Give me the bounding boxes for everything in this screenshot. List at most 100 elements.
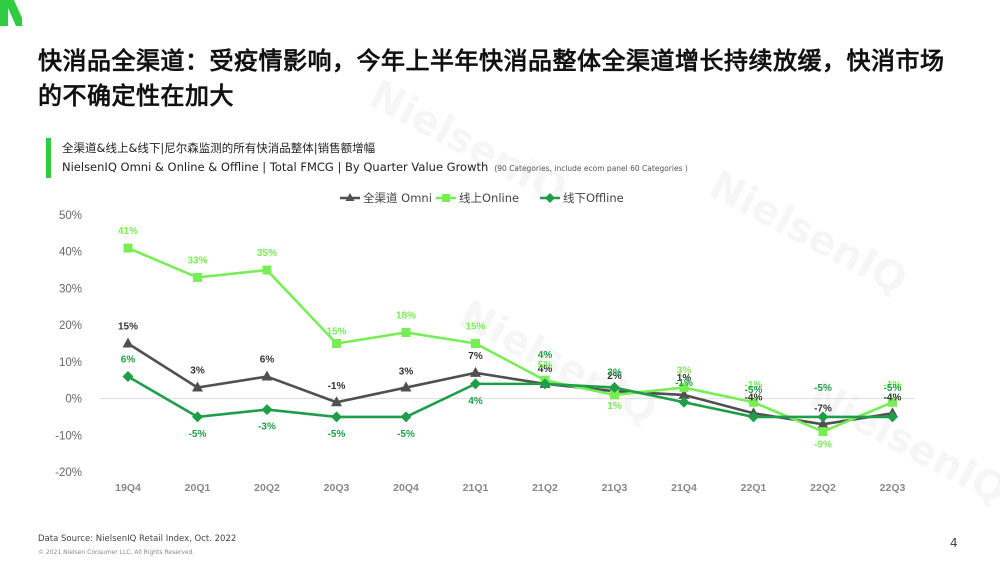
online-point — [471, 339, 480, 348]
legend-label: 全渠道 Omni — [363, 191, 432, 205]
data-label: -1% — [675, 378, 693, 389]
x-tick-label: 21Q1 — [463, 482, 489, 494]
y-tick-label: 40% — [59, 247, 82, 259]
offline-point — [470, 378, 481, 390]
online-point — [888, 397, 897, 407]
data-label: 4% — [468, 396, 483, 407]
data-label: 5% — [538, 360, 553, 371]
legend-label: 线上Online — [459, 191, 519, 205]
x-tick-label: 20Q4 — [393, 482, 419, 494]
data-label: 7% — [468, 351, 483, 362]
subtitle-accent-bar — [46, 138, 51, 178]
offline-point — [539, 378, 551, 390]
online-point — [679, 383, 689, 393]
x-tick-label: 19Q4 — [115, 482, 141, 494]
online-point — [818, 427, 828, 437]
legend-marker — [545, 193, 555, 203]
data-label: -4% — [745, 392, 763, 403]
data-label: 3% — [677, 366, 692, 377]
data-label: 15% — [326, 327, 346, 338]
x-tick-label: 22Q3 — [880, 482, 906, 494]
omni-point — [470, 366, 481, 377]
x-tick-label: 22Q2 — [810, 482, 836, 494]
y-tick-label: 10% — [59, 357, 82, 369]
online-point — [123, 243, 133, 253]
data-source: Data Source: NielsenIQ Retail Index, Oct… — [38, 534, 237, 544]
online-point — [610, 390, 619, 400]
y-tick-label: 30% — [59, 283, 82, 295]
data-label: -1% — [745, 380, 763, 391]
subtitle-english-text: NielsenIQ Omni & Online & Offline | Tota… — [62, 160, 489, 174]
data-label: 33% — [187, 255, 207, 266]
data-label: -5% — [884, 383, 902, 394]
data-label: 6% — [121, 355, 136, 366]
offline-point — [817, 411, 829, 423]
omni-point — [261, 370, 273, 381]
data-label: -1% — [884, 380, 902, 391]
data-label: 2% — [607, 371, 622, 382]
omni-point — [122, 337, 134, 348]
data-label: 1% — [677, 373, 692, 384]
online-point — [332, 339, 341, 348]
data-label: 6% — [260, 355, 275, 366]
data-label: -9% — [814, 440, 832, 451]
online-point — [193, 272, 202, 282]
data-label: -5% — [745, 385, 763, 396]
x-tick-label: 21Q3 — [602, 482, 628, 494]
omni-point — [817, 418, 829, 429]
data-label: 3% — [607, 368, 622, 379]
data-label: 1% — [607, 401, 622, 412]
x-tick-label: 21Q4 — [671, 482, 697, 494]
offline-point — [887, 411, 898, 423]
nielseniq-logo-icon — [0, 0, 22, 26]
online-point — [401, 327, 411, 337]
data-label: 3% — [399, 367, 414, 378]
y-tick-label: 50% — [59, 210, 82, 222]
copyright: © 2021 Nielsen Consumer LLC. All Rights … — [38, 549, 195, 556]
data-label: -3% — [258, 422, 276, 433]
data-label: -1% — [328, 381, 346, 392]
data-label: -5% — [814, 383, 832, 394]
legend-marker — [442, 194, 450, 202]
offline-point — [331, 411, 342, 423]
data-label: -5% — [397, 429, 415, 440]
growth-line-chart: -20% -10% 0% 10% 20% 30% 40% 50% 19Q4 20Q1 20Q2 20Q… — [55, 191, 915, 494]
data-label: 18% — [396, 310, 416, 321]
data-label: 41% — [118, 226, 138, 237]
page-number: 4 — [950, 536, 958, 550]
offline-point — [192, 411, 203, 423]
offline-point — [261, 404, 273, 416]
y-tick-label: -20% — [55, 467, 82, 479]
online-point — [749, 397, 758, 407]
subtitle-note: (90 Categories, include ecom panel 60 Ca… — [494, 164, 688, 173]
series-line-0 — [127, 342, 893, 426]
legend-label: 线下Offline — [563, 191, 624, 205]
data-label: 4% — [538, 350, 553, 361]
subtitle-english: NielsenIQ Omni & Online & Offline | Tota… — [62, 160, 688, 174]
omni-point — [331, 396, 342, 407]
data-label: -7% — [814, 403, 832, 414]
x-tick-label: 20Q3 — [324, 482, 350, 494]
x-tick-label: 22Q1 — [741, 482, 767, 494]
offline-point — [400, 411, 412, 423]
data-label: 4% — [538, 364, 553, 375]
online-point — [262, 265, 272, 275]
data-label: -5% — [328, 429, 346, 440]
data-label: -4% — [884, 392, 902, 403]
subtitle-chinese: 全渠道&线上&线下|尼尔森监测的所有快消品整体|销售额增幅 — [62, 141, 376, 155]
data-label: 35% — [257, 248, 277, 259]
y-tick-label: -10% — [55, 430, 82, 442]
data-label: 15% — [465, 322, 485, 333]
omni-point — [400, 381, 412, 392]
offline-point — [678, 396, 690, 408]
data-label: 3% — [190, 366, 205, 377]
omni-point — [678, 388, 690, 399]
data-label: -5% — [189, 429, 207, 440]
series-line-1 — [127, 246, 894, 434]
offline-point — [748, 411, 759, 423]
x-tick-label: 20Q2 — [254, 482, 280, 494]
offline-point — [609, 382, 620, 394]
x-tick-label: 20Q1 — [185, 482, 211, 494]
page-title: 快消品全渠道：受疫情影响，今年上半年快消品整体全渠道增长持续放缓，快消市场的不确… — [38, 47, 945, 110]
x-tick-label: 21Q2 — [532, 482, 558, 494]
